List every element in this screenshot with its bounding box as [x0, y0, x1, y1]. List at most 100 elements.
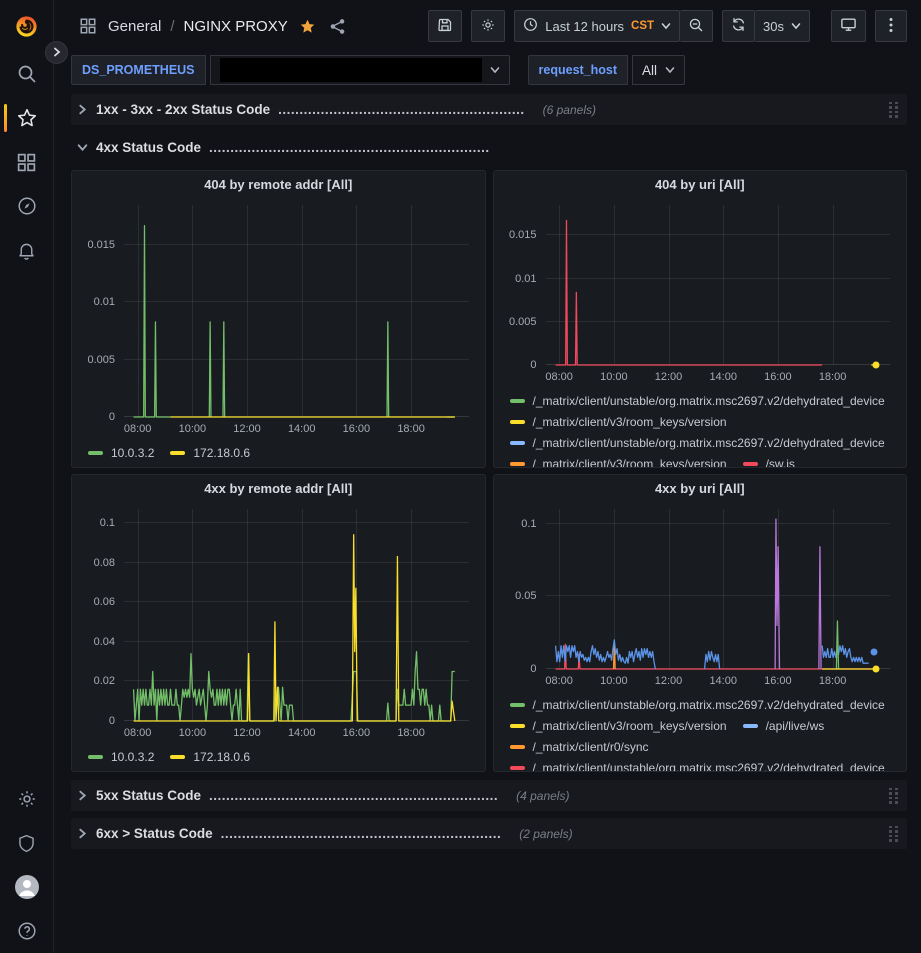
legend-label: 10.0.3.2: [111, 446, 154, 460]
plot-area[interactable]: 08:0010:0012:0014:0016:0018:0000.020.040…: [124, 509, 469, 721]
sidebar-item-search[interactable]: [0, 52, 54, 96]
chart-canvas[interactable]: [546, 205, 891, 365]
bell-icon: [16, 240, 37, 261]
page-title[interactable]: NGINX PROXY: [184, 18, 288, 35]
chart-area: 08:0010:0012:0014:0016:0018:0000.020.040…: [124, 505, 473, 743]
row-header-6xx[interactable]: 6xx > Status Code ......................…: [71, 818, 907, 849]
more-options-button[interactable]: [875, 10, 907, 42]
panel-title[interactable]: 4xx by remote addr [All]: [72, 475, 485, 501]
refresh-interval-dropdown[interactable]: 30s: [755, 10, 810, 42]
series-line: [775, 519, 779, 669]
legend-item[interactable]: /_matrix/client/unstable/org.matrix.msc2…: [510, 761, 885, 772]
legend-item[interactable]: /_matrix/client/v3/room_keys/version: [510, 415, 727, 429]
series-line: [134, 535, 455, 721]
x-axis-label: 18:00: [819, 371, 847, 383]
time-range-picker[interactable]: Last 12 hours CST: [514, 10, 680, 42]
chart-canvas[interactable]: [124, 205, 469, 417]
monitor-icon: [840, 16, 857, 36]
variable-label: DS_PROMETHEUS: [71, 55, 206, 85]
series-line: [818, 547, 820, 669]
legend-swatch: [510, 420, 525, 424]
legend-item[interactable]: 10.0.3.2: [88, 750, 154, 764]
panel-title[interactable]: 4xx by uri [All]: [494, 475, 907, 501]
toolbar: Last 12 hours CST: [428, 10, 907, 42]
row-drag-handle[interactable]: [887, 786, 901, 806]
legend-item[interactable]: /sw.js: [743, 457, 795, 468]
legend-item[interactable]: /api/live/ws: [743, 719, 825, 733]
variable-host-value-select[interactable]: All: [632, 55, 685, 85]
save-icon: [437, 17, 453, 36]
y-axis-label: 0: [109, 715, 115, 727]
refresh-button[interactable]: [722, 10, 755, 42]
row-drag-handle[interactable]: [887, 824, 901, 844]
row-header-4xx[interactable]: 4xx Status Code ........................…: [71, 132, 907, 163]
legend-item[interactable]: /_matrix/client/v3/room_keys/version: [510, 457, 727, 468]
plot-area[interactable]: 08:0010:0012:0014:0016:0018:0000.0050.01…: [546, 205, 891, 365]
expand-sidebar-button[interactable]: [45, 41, 68, 64]
legend-item[interactable]: /_matrix/client/v3/room_keys/version: [510, 719, 727, 733]
star-icon: [16, 107, 38, 129]
chart-canvas[interactable]: [546, 509, 891, 669]
legend-label: 10.0.3.2: [111, 750, 154, 764]
panel-title[interactable]: 404 by uri [All]: [494, 171, 907, 197]
chart-canvas[interactable]: [124, 509, 469, 721]
timezone-label: CST: [631, 20, 654, 32]
row-panel-count: (4 panels): [516, 789, 569, 803]
legend-row: /_matrix/client/unstable/org.matrix.msc2…: [510, 757, 897, 771]
variable-label: request_host: [528, 55, 629, 85]
main-area: General / NGINX PROXY: [55, 0, 921, 849]
legend-item[interactable]: 172.18.0.6: [170, 446, 250, 460]
panel-404-by-remote-addr: 404 by remote addr [All] 08:0010:0012:00…: [71, 170, 486, 468]
sidebar-item-starred[interactable]: [0, 96, 54, 140]
legend-item[interactable]: /_matrix/client/r0/sync: [510, 740, 649, 754]
refresh-icon: [731, 17, 746, 35]
time-picker-group: Last 12 hours CST: [514, 10, 713, 42]
sidebar-item-dashboards[interactable]: [0, 140, 54, 184]
row-title-dots: ........................................…: [209, 140, 490, 155]
legend-item[interactable]: 10.0.3.2: [88, 446, 154, 460]
variable-host-value: All: [642, 63, 657, 78]
kebab-icon: [889, 17, 893, 36]
legend-item[interactable]: /_matrix/client/unstable/org.matrix.msc2…: [510, 436, 885, 450]
x-axis-label: 18:00: [819, 675, 847, 687]
dashboard-settings-button[interactable]: [471, 10, 505, 42]
chevron-right-icon: [52, 45, 62, 60]
y-axis-label: 0.1: [100, 517, 115, 529]
y-axis-label: 0: [109, 411, 115, 423]
breadcrumb-folder[interactable]: General: [108, 18, 161, 35]
sidebar-item-explore[interactable]: [0, 184, 54, 228]
row-header-1xx-3xx-2xx[interactable]: 1xx - 3xx - 2xx Status Code ............…: [71, 94, 907, 125]
row-drag-handle[interactable]: [887, 100, 901, 120]
row-title-dots: ........................................…: [278, 102, 525, 117]
legend-item[interactable]: 172.18.0.6: [170, 750, 250, 764]
legend-item[interactable]: /_matrix/client/unstable/org.matrix.msc2…: [510, 698, 885, 712]
save-dashboard-button[interactable]: [428, 10, 462, 42]
y-axis-label: 0: [530, 663, 536, 675]
legend-item[interactable]: /_matrix/client/unstable/org.matrix.msc2…: [510, 394, 885, 408]
y-axis-label: 0.015: [87, 239, 115, 251]
chevron-down-icon: [661, 19, 671, 34]
share-icon[interactable]: [327, 16, 348, 37]
sidebar-item-profile[interactable]: [0, 865, 54, 909]
sidebar-item-server-admin[interactable]: [0, 821, 54, 865]
legend-label: /_matrix/client/v3/room_keys/version: [533, 719, 727, 733]
y-axis-label: 0.02: [94, 675, 115, 687]
sidebar-item-help[interactable]: [0, 909, 54, 953]
x-axis-label: 10:00: [600, 371, 628, 383]
legend: /_matrix/client/unstable/org.matrix.msc2…: [494, 387, 907, 467]
sidebar-item-alerting[interactable]: [0, 228, 54, 272]
panel-title[interactable]: 404 by remote addr [All]: [72, 171, 485, 197]
star-filled-icon[interactable]: [297, 16, 318, 37]
sidebar-item-configuration[interactable]: [0, 777, 54, 821]
row-header-5xx[interactable]: 5xx Status Code ........................…: [71, 780, 907, 811]
zoom-out-time-button[interactable]: [680, 10, 713, 42]
variable-ds-value-select[interactable]: [210, 55, 510, 85]
breadcrumb: General / NGINX PROXY: [77, 15, 348, 37]
x-axis-label: 12:00: [233, 727, 261, 739]
plot-area[interactable]: 08:0010:0012:0014:0016:0018:0000.0050.01…: [124, 205, 469, 417]
kiosk-mode-button[interactable]: [831, 10, 866, 42]
breadcrumb-separator: /: [170, 18, 174, 35]
plot-area[interactable]: 08:0010:0012:0014:0016:0018:0000.050.1: [546, 509, 891, 669]
grafana-logo[interactable]: [0, 0, 54, 52]
legend-label: /_matrix/client/unstable/org.matrix.msc2…: [533, 436, 885, 450]
